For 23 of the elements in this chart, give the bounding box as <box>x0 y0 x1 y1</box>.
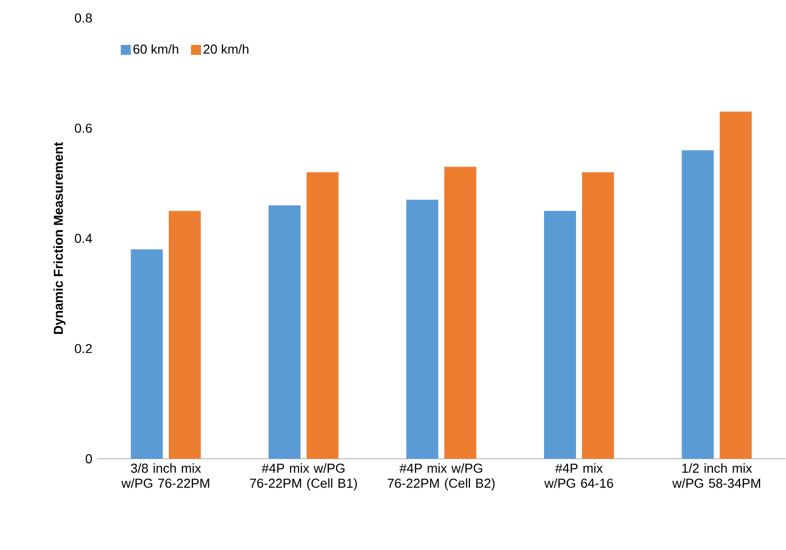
bar <box>406 200 438 459</box>
bar <box>582 172 614 459</box>
bar <box>306 172 339 459</box>
y-tick-label: 0.2 <box>74 344 92 354</box>
bar <box>720 112 752 459</box>
x-tick-label: #4P mix w/PG 76-22PM (Cell B1) <box>250 463 357 491</box>
y-tick-label: 0.6 <box>74 124 92 133</box>
bar <box>130 250 163 459</box>
x-tick-label: 3/8 inch mix w/PG 76-22PM <box>121 463 210 488</box>
bar <box>268 205 301 459</box>
bar <box>544 210 576 459</box>
bar <box>444 166 476 459</box>
x-tick-label: #4P mix w/PG 76-22PM (Cell B2) <box>388 463 495 491</box>
legend-label: 20 km/h <box>204 44 248 54</box>
x-tick-label: 1/2 inch mix w/PG 58-34PM <box>672 463 760 488</box>
y-tick-label: 0 <box>86 454 92 464</box>
y-axis-title: Dynamic Friction Measurement <box>53 142 66 334</box>
y-tick-label: 0.8 <box>74 14 92 23</box>
bar <box>682 150 714 459</box>
bar <box>168 210 201 459</box>
legend-label: 60 km/h <box>133 44 178 54</box>
x-tick-label: #4P mix w/PG 64-16 <box>544 463 614 488</box>
y-tick-label: 0.4 <box>74 234 92 244</box>
